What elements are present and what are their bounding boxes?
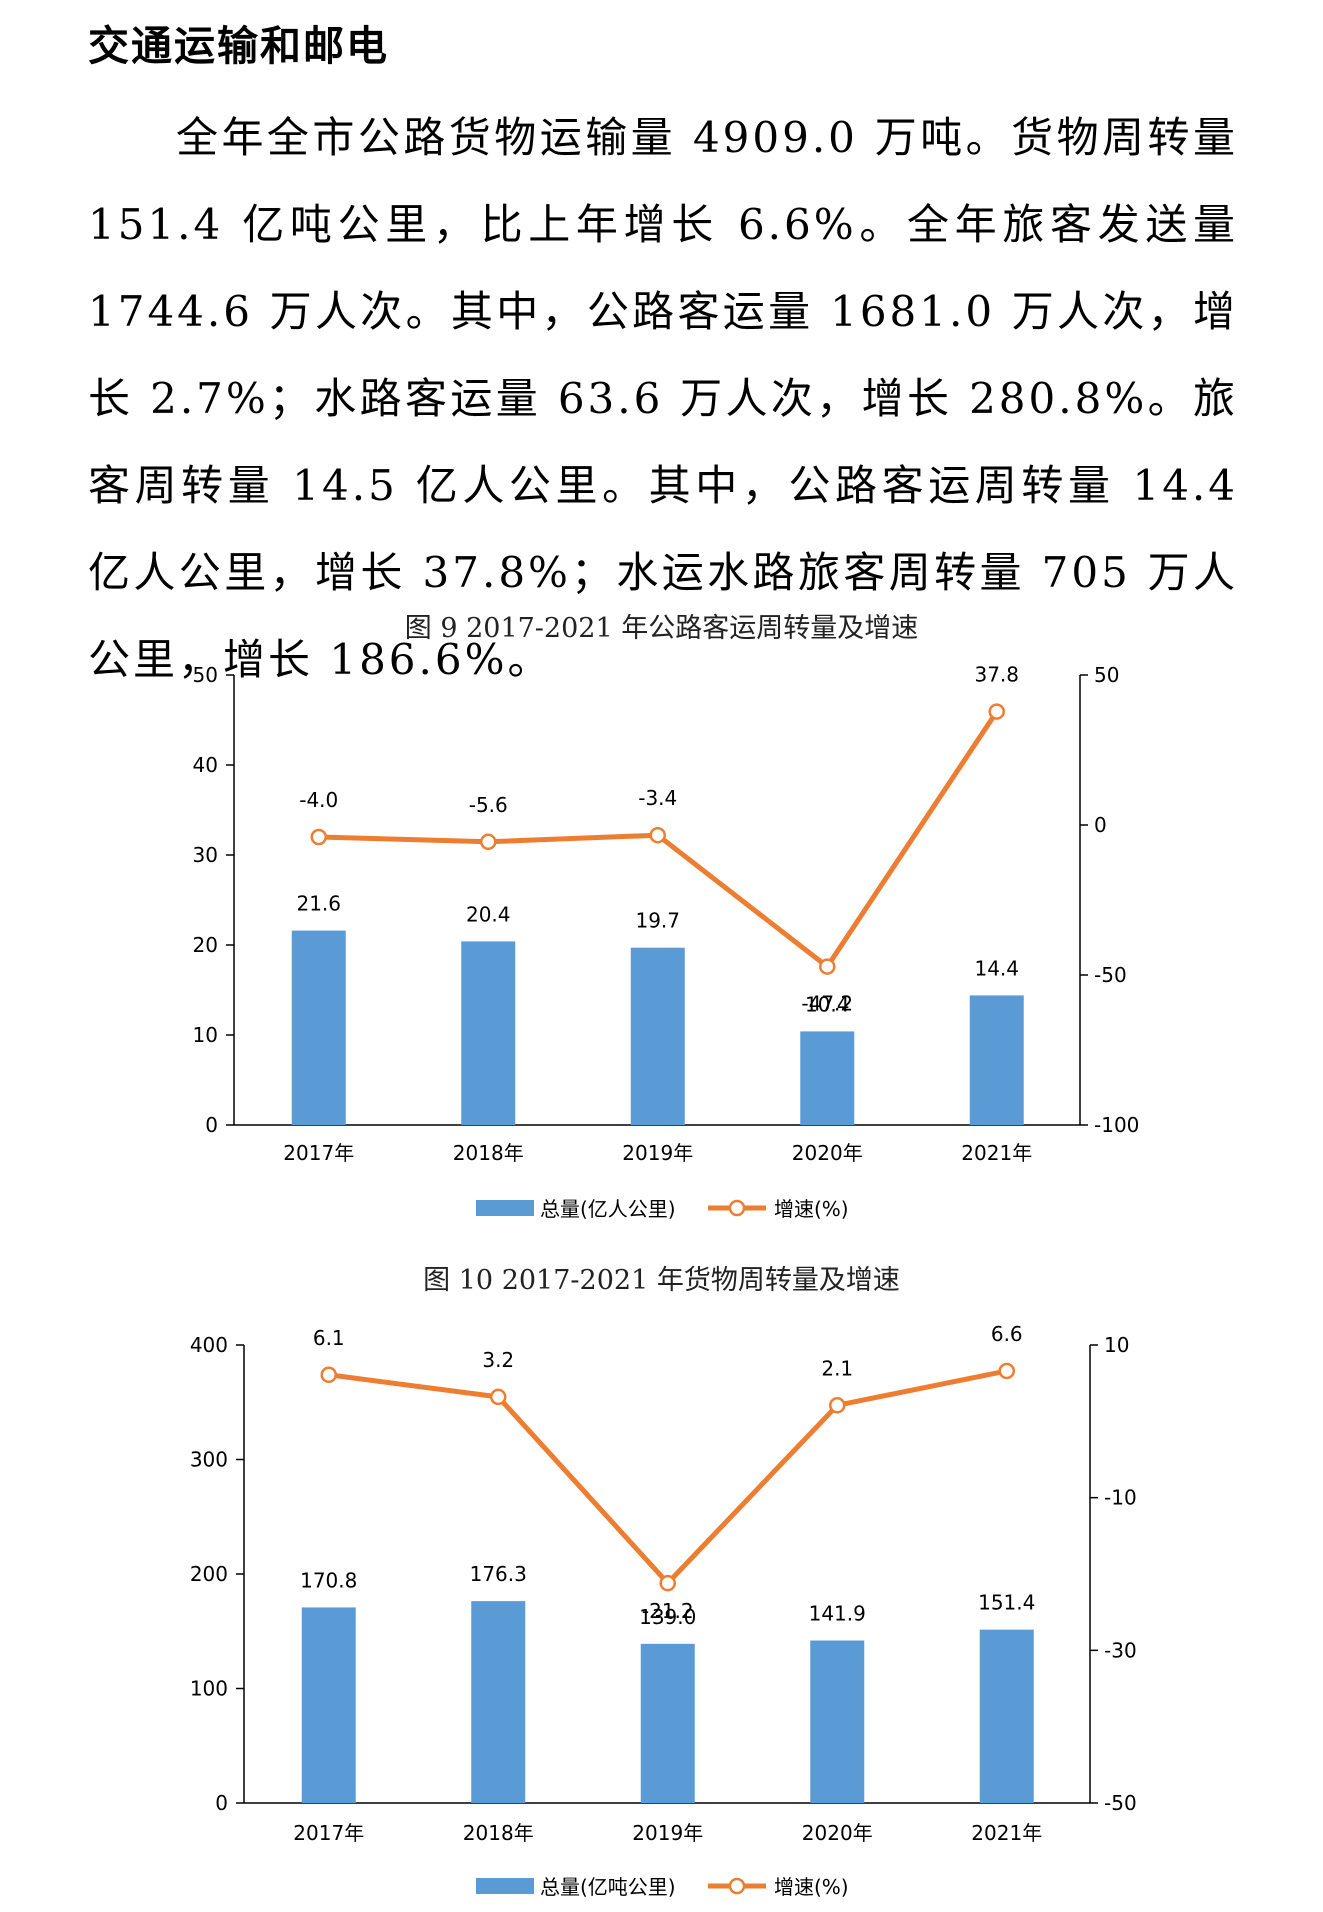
- growth-value-label: -4.0: [299, 788, 338, 812]
- left-tick-label: 0: [215, 1791, 228, 1815]
- growth-point: [310, 828, 327, 846]
- legend-line-marker: [728, 1199, 746, 1217]
- bar-value-label: 176.3: [470, 1562, 527, 1586]
- left-tick-label: 10: [193, 1023, 218, 1047]
- x-tick-label: 2021年: [961, 1141, 1032, 1165]
- growth-value-label: 37.8: [974, 663, 1019, 687]
- legend-bar-label: 总量(亿吨公里): [540, 1875, 676, 1899]
- growth-point: [988, 703, 1005, 720]
- left-tick-label: 30: [193, 843, 218, 867]
- left-tick-label: 20: [193, 933, 218, 957]
- bar: [969, 995, 1024, 1125]
- x-tick-label: 2017年: [293, 1821, 364, 1845]
- body-paragraph: 全年全市公路货物运输量 4909.0 万吨。货物周转量 151.4 亿吨公里，比…: [88, 113, 1238, 684]
- legend-bar-swatch: [476, 1200, 534, 1216]
- x-tick-label: 2017年: [283, 1141, 354, 1165]
- right-tick-label: -30: [1104, 1638, 1137, 1662]
- bar-value-label: 170.8: [300, 1568, 357, 1592]
- right-tick-label: -10: [1104, 1486, 1137, 1510]
- x-tick-label: 2019年: [622, 1141, 693, 1165]
- growth-point: [320, 1366, 337, 1384]
- growth-point: [649, 826, 666, 844]
- growth-point: [490, 1388, 507, 1406]
- growth-point: [659, 1574, 676, 1592]
- right-tick-label: -50: [1104, 1791, 1137, 1815]
- legend-line-marker: [728, 1877, 746, 1895]
- legend-line-label: 增速(%): [774, 1197, 849, 1221]
- growth-value-label: 6.6: [991, 1322, 1023, 1346]
- x-tick-label: 2021年: [971, 1821, 1042, 1845]
- growth-value-label: -3.4: [638, 786, 677, 810]
- bar: [471, 1601, 526, 1803]
- left-tick-label: 400: [190, 1333, 228, 1357]
- bar: [630, 947, 685, 1125]
- growth-line: [328, 1368, 1008, 1586]
- growth-value-label: -21.2: [642, 1599, 694, 1623]
- left-tick-label: 40: [193, 753, 218, 777]
- x-tick-label: 2020年: [792, 1141, 863, 1165]
- growth-point: [480, 833, 497, 851]
- x-tick-label: 2020年: [802, 1821, 873, 1845]
- left-tick-label: 0: [205, 1113, 218, 1137]
- right-tick-label: 10: [1104, 1333, 1129, 1357]
- legend-bar-swatch: [476, 1878, 534, 1894]
- growth-point: [998, 1362, 1015, 1380]
- bar-value-label: 21.6: [296, 892, 341, 916]
- chart-1-title: 图 9 2017-2021 年公路客运周转量及增速: [404, 613, 919, 644]
- left-tick-label: 50: [193, 663, 218, 687]
- right-tick-label: -50: [1094, 963, 1127, 987]
- left-tick-label: 300: [190, 1448, 228, 1472]
- right-tick-label: 50: [1094, 663, 1119, 687]
- bar: [979, 1629, 1034, 1803]
- bar: [461, 941, 516, 1125]
- growth-value-label: -5.6: [469, 793, 508, 817]
- right-tick-label: 0: [1094, 813, 1107, 837]
- x-tick-label: 2018年: [463, 1821, 534, 1845]
- chart-2-freight-turnover: 0 100 200 300 400 -50 -30 -10 10 170.8 176.3 139.0 1…: [190, 1322, 1137, 1899]
- bar-value-label: 141.9: [809, 1602, 866, 1626]
- bar: [301, 1607, 356, 1803]
- left-tick-label: 100: [190, 1677, 228, 1701]
- x-tick-label: 2019年: [632, 1821, 703, 1845]
- bar-value-label: 19.7: [635, 909, 680, 933]
- bar-value-label: 151.4: [978, 1591, 1035, 1615]
- bar-value-label: 139.0: [639, 1605, 696, 1629]
- bar: [800, 1031, 855, 1125]
- growth-value-label: -47.2: [801, 992, 853, 1016]
- bar: [810, 1640, 865, 1803]
- left-tick-label: 200: [190, 1562, 228, 1586]
- section-title: 交通运输和邮电: [88, 22, 389, 70]
- growth-value-label: 3.2: [482, 1348, 514, 1372]
- growth-value-label: 2.1: [821, 1356, 853, 1380]
- chart-1-passenger-turnover: 0 10 20 30 40 50 -100 -50 0 50 21.6 20.4 19.7 10.4 14.…: [193, 663, 1140, 1221]
- bar-value-label: 10.4: [805, 992, 850, 1016]
- growth-point: [829, 1397, 846, 1414]
- bar: [291, 930, 346, 1125]
- bar: [640, 1643, 695, 1803]
- legend-bar-label: 总量(亿人公里): [540, 1197, 676, 1221]
- chart-2-title: 图 10 2017-2021 年货物周转量及增速: [423, 1265, 900, 1296]
- growth-point: [819, 958, 836, 975]
- growth-value-label: 6.1: [313, 1326, 345, 1350]
- legend-line-label: 增速(%): [774, 1875, 849, 1899]
- x-tick-label: 2018年: [453, 1141, 524, 1165]
- right-tick-label: -100: [1094, 1113, 1139, 1137]
- bar-value-label: 20.4: [466, 902, 511, 926]
- bar-value-label: 14.4: [974, 956, 1019, 980]
